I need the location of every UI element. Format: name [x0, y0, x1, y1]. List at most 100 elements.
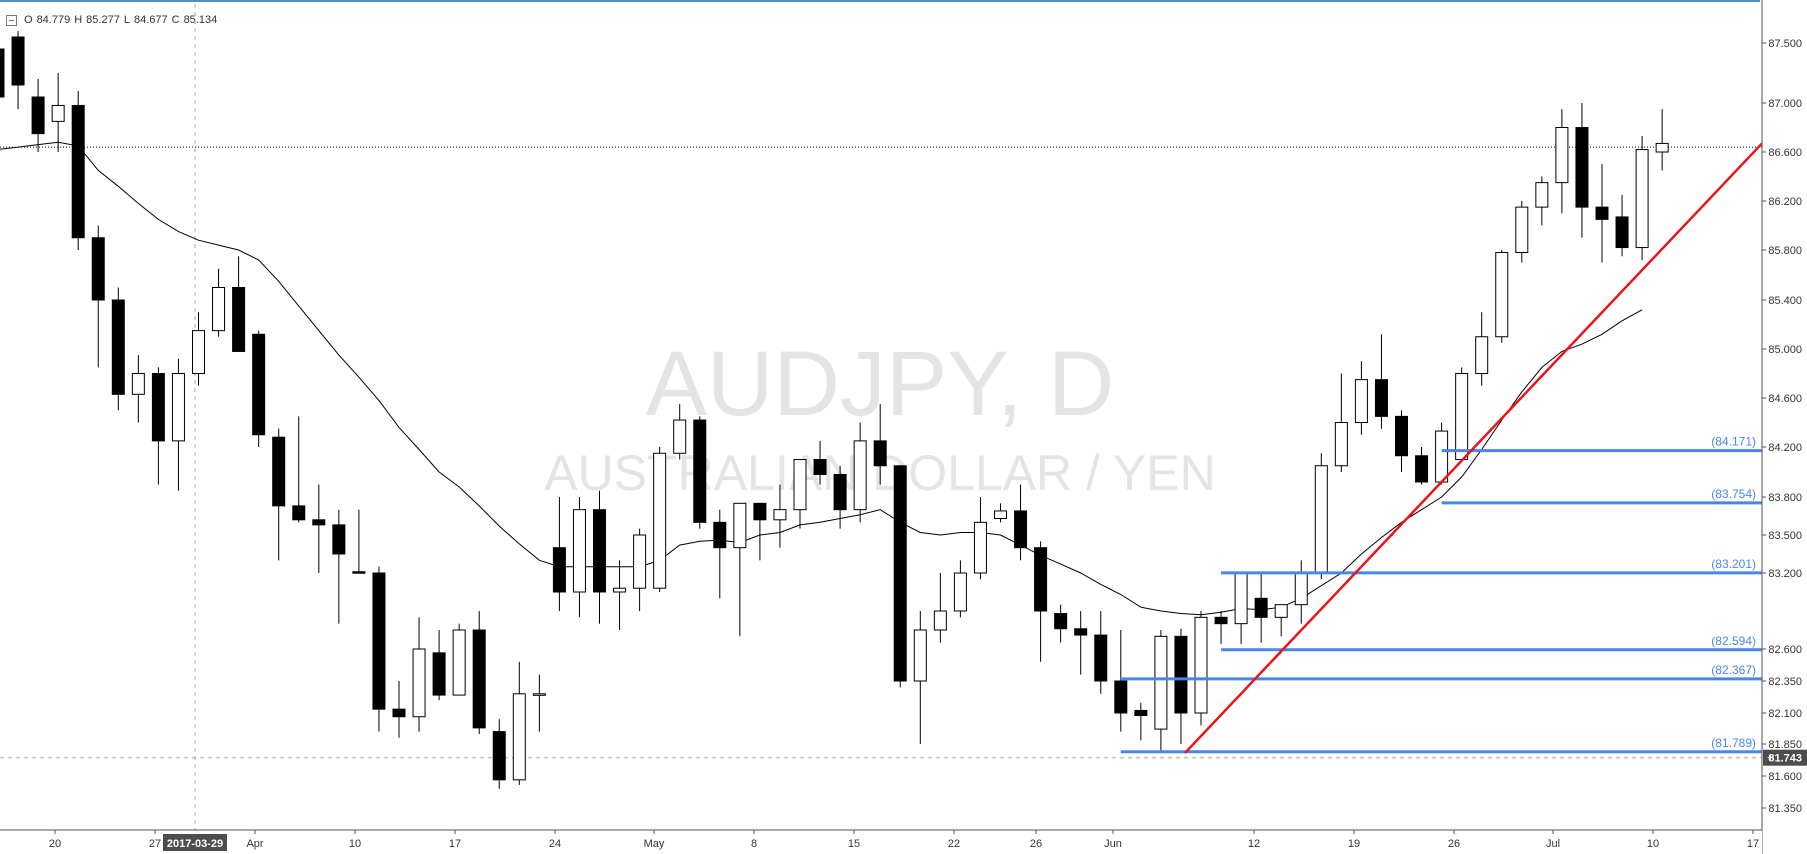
- candle[interactable]: [312, 484, 326, 574]
- candle[interactable]: [1034, 541, 1048, 662]
- candle[interactable]: [1535, 176, 1549, 226]
- candle-body: [572, 509, 586, 593]
- candle[interactable]: [492, 719, 506, 789]
- candle[interactable]: [733, 502, 747, 637]
- candle[interactable]: [593, 490, 606, 624]
- candle-body: [1194, 616, 1208, 714]
- candle-body: [1495, 252, 1509, 338]
- candle[interactable]: [1435, 422, 1449, 485]
- candle[interactable]: [873, 404, 887, 485]
- candle[interactable]: [1374, 334, 1388, 429]
- candle[interactable]: [91, 225, 105, 368]
- candle[interactable]: [572, 497, 586, 618]
- candle[interactable]: [171, 358, 185, 491]
- candle[interactable]: [1615, 194, 1629, 257]
- candle[interactable]: [1515, 201, 1529, 263]
- candle-body: [793, 459, 807, 511]
- candle[interactable]: [11, 31, 25, 110]
- candle-body: [893, 465, 907, 682]
- candle[interactable]: [1294, 560, 1308, 624]
- candle[interactable]: [1455, 367, 1469, 460]
- candle[interactable]: [1174, 628, 1188, 744]
- candle[interactable]: [613, 560, 627, 630]
- candle[interactable]: [1054, 604, 1068, 643]
- candle[interactable]: [1074, 611, 1088, 675]
- candle[interactable]: [1014, 484, 1028, 561]
- candle[interactable]: [1415, 447, 1429, 485]
- candle[interactable]: [272, 428, 286, 561]
- candle[interactable]: [1094, 611, 1108, 694]
- candle[interactable]: [392, 681, 406, 738]
- candle[interactable]: [532, 674, 546, 732]
- trendline[interactable]: [1184, 142, 1763, 754]
- candle[interactable]: [292, 416, 306, 523]
- candle[interactable]: [1274, 604, 1288, 637]
- candle[interactable]: [1254, 573, 1268, 643]
- candle[interactable]: [793, 459, 807, 529]
- candle[interactable]: [1475, 312, 1489, 386]
- candle[interactable]: [452, 623, 466, 696]
- candle[interactable]: [953, 560, 967, 618]
- candle[interactable]: [753, 502, 767, 561]
- candle[interactable]: [773, 484, 787, 548]
- candle[interactable]: [1314, 453, 1328, 580]
- candle[interactable]: [813, 440, 827, 485]
- candle[interactable]: [833, 465, 847, 529]
- candle[interactable]: [1395, 410, 1408, 472]
- candle[interactable]: [31, 79, 45, 152]
- crosshair-plus-icon[interactable]: +: [1767, 751, 1774, 765]
- candle[interactable]: [51, 73, 65, 152]
- candle[interactable]: [1354, 361, 1368, 435]
- candle[interactable]: [673, 404, 687, 460]
- candle[interactable]: [1334, 373, 1348, 473]
- candle[interactable]: [1194, 611, 1208, 726]
- candle[interactable]: [1114, 630, 1128, 732]
- candle[interactable]: [212, 268, 226, 337]
- collapse-legend-icon[interactable]: [6, 14, 17, 26]
- candle[interactable]: [332, 509, 346, 624]
- candle[interactable]: [472, 611, 486, 735]
- candle[interactable]: [111, 287, 125, 411]
- candle[interactable]: [1595, 164, 1609, 263]
- candle[interactable]: [1214, 611, 1228, 644]
- candle-body: [973, 521, 987, 574]
- y-tick-label: 85.000: [1768, 344, 1802, 356]
- candle[interactable]: [853, 422, 867, 523]
- candle[interactable]: [1575, 103, 1589, 238]
- candle[interactable]: [512, 661, 526, 785]
- candle[interactable]: [412, 617, 426, 732]
- candle[interactable]: [192, 312, 205, 386]
- candle[interactable]: [973, 497, 987, 580]
- candle[interactable]: [252, 330, 266, 447]
- candle[interactable]: [1134, 702, 1148, 741]
- candle[interactable]: [1495, 250, 1509, 343]
- candle[interactable]: [131, 355, 145, 423]
- candle-body: [432, 652, 446, 696]
- candle[interactable]: [933, 573, 947, 643]
- candle-body: [452, 629, 466, 696]
- candle[interactable]: [633, 528, 647, 611]
- candle[interactable]: [71, 91, 85, 250]
- candle[interactable]: [713, 509, 727, 599]
- candle[interactable]: [913, 611, 927, 744]
- crosshair-date-tag: 2017-03-29: [163, 834, 227, 851]
- candle[interactable]: [552, 497, 566, 611]
- candle[interactable]: [1635, 136, 1649, 260]
- candle[interactable]: [1234, 572, 1248, 644]
- candle[interactable]: [1555, 109, 1569, 214]
- candle[interactable]: [693, 416, 707, 529]
- candle[interactable]: [432, 630, 446, 701]
- candle[interactable]: [653, 447, 667, 592]
- candle[interactable]: [1154, 630, 1168, 751]
- y-tick-label: 81.850: [1768, 739, 1802, 751]
- candle[interactable]: [151, 367, 165, 485]
- candle[interactable]: [893, 465, 907, 688]
- candle[interactable]: [994, 503, 1007, 523]
- candle[interactable]: [352, 509, 366, 574]
- candle[interactable]: [372, 566, 386, 732]
- candle[interactable]: [232, 256, 246, 352]
- candle[interactable]: [1655, 109, 1669, 171]
- candle[interactable]: [0, 31, 5, 128]
